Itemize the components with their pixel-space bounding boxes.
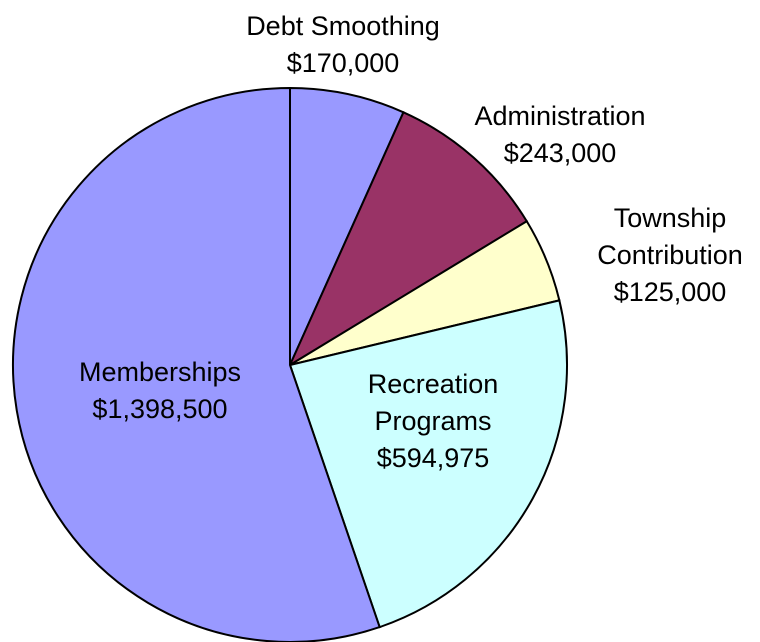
category-label: Memberships bbox=[78, 357, 242, 387]
category-label: Recreation Programs bbox=[367, 369, 499, 436]
slice-label: Memberships $1,398,500 bbox=[30, 354, 290, 428]
slice-label: Recreation Programs $594,975 bbox=[338, 366, 528, 477]
pie-slice bbox=[287, 110, 529, 368]
pie-slice bbox=[288, 299, 568, 629]
category-label: Debt Smoothing bbox=[246, 11, 440, 41]
slice-label: Administration $243,000 bbox=[430, 98, 690, 172]
category-label: Administration bbox=[474, 101, 646, 131]
value-label: $1,398,500 bbox=[92, 394, 228, 424]
slice-label: Township Contribution $125,000 bbox=[575, 200, 760, 311]
value-label: $170,000 bbox=[286, 48, 400, 78]
value-label: $594,975 bbox=[376, 443, 490, 473]
value-label: $243,000 bbox=[503, 138, 617, 168]
category-label: Township Contribution bbox=[597, 203, 743, 270]
pie-slice bbox=[289, 86, 405, 366]
pie-slice bbox=[12, 86, 381, 642]
slice-label: Debt Smoothing $170,000 bbox=[193, 8, 493, 82]
value-label: $125,000 bbox=[613, 277, 727, 307]
